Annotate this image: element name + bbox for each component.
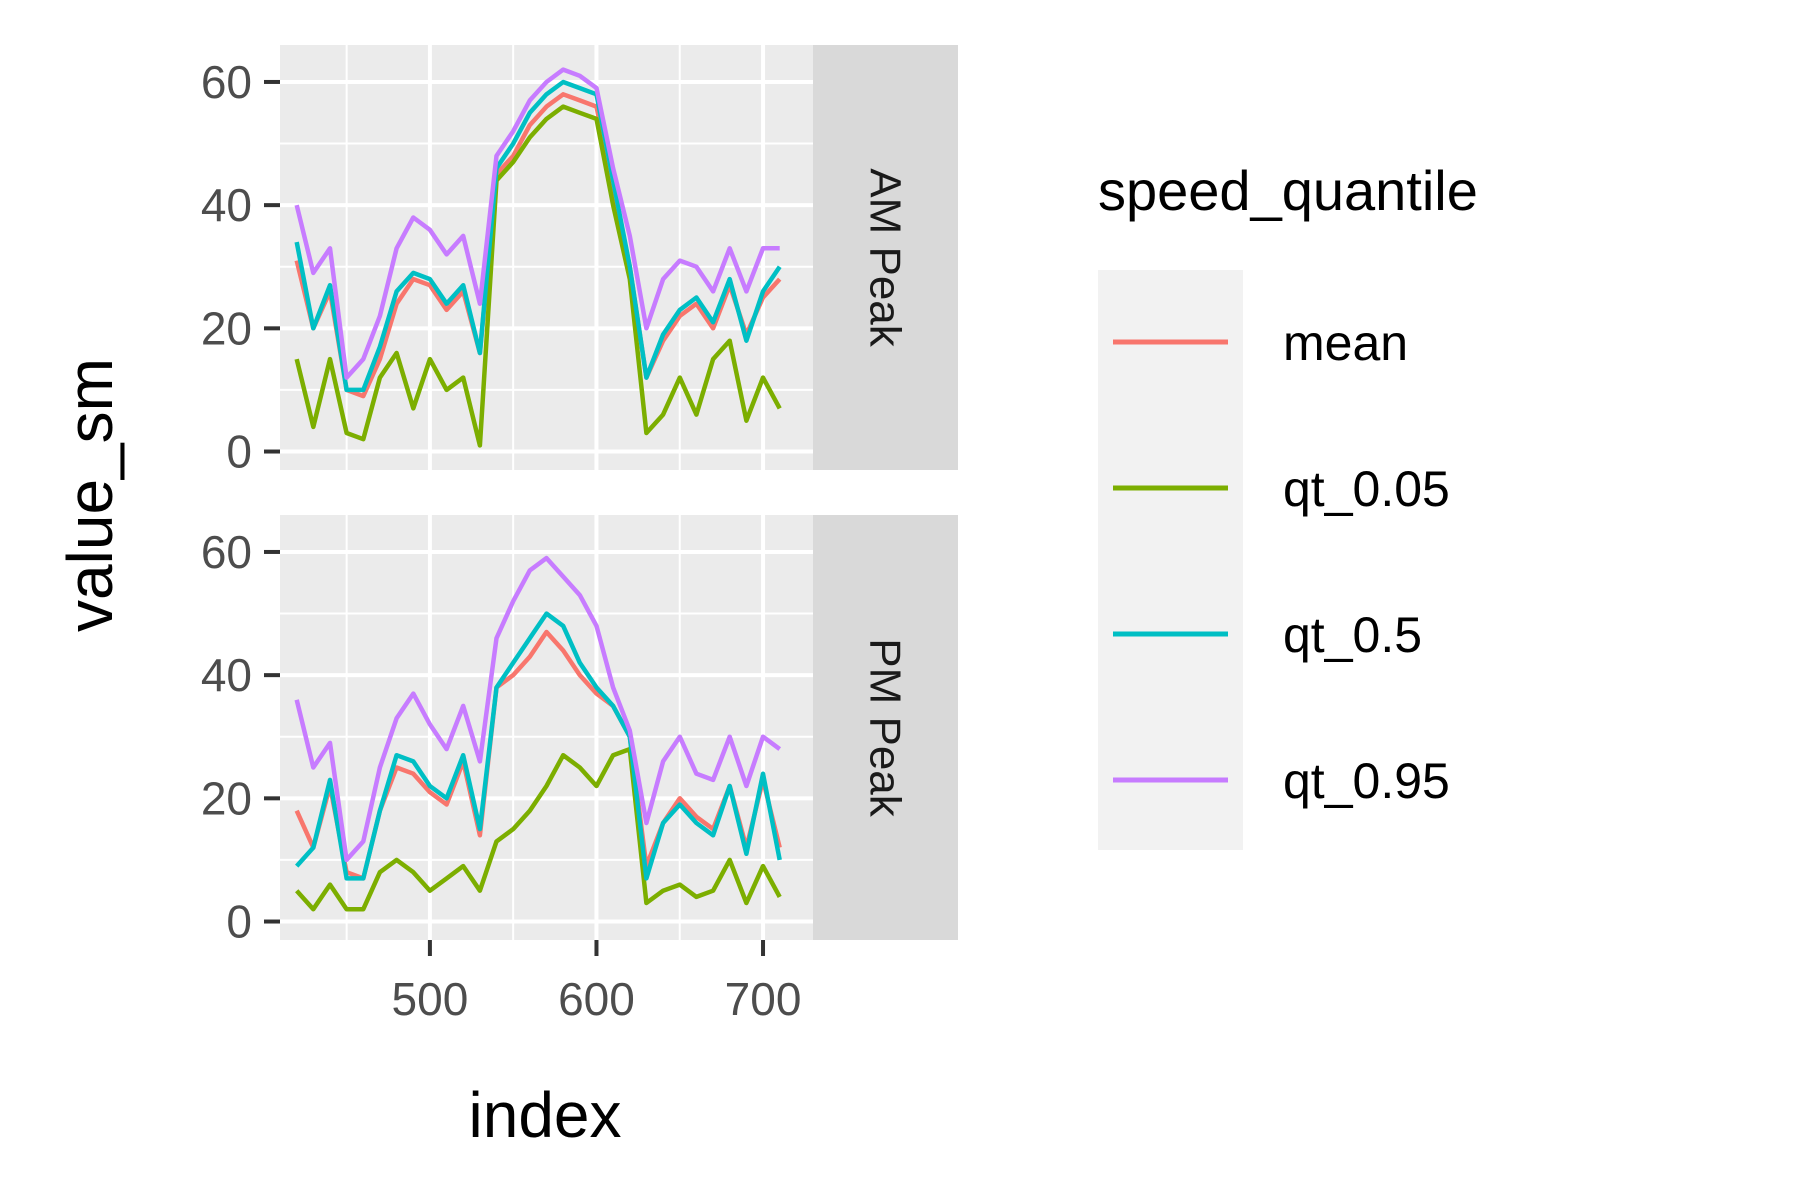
legend: speed_quantile mean qt_0.05 qt_0.5 qt_0.95 (1098, 159, 1478, 850)
y-tick-label: 60 (201, 56, 252, 108)
series-line-qt-0-95 (294, 67, 780, 380)
series-line-qt-0-5 (295, 611, 782, 881)
panel-am-peak: 0 20 40 60 AM Peak (201, 45, 958, 478)
y-tick-label: 20 (201, 772, 252, 824)
facet-strip-label: AM Peak (861, 168, 910, 348)
legend-label-mean: mean (1283, 315, 1408, 371)
legend-label-qt-0-5: qt_0.5 (1283, 607, 1422, 663)
y-tick-label: 60 (201, 526, 252, 578)
facet-strip-label: PM Peak (861, 638, 910, 818)
legend-label-qt-0-05: qt_0.05 (1283, 461, 1450, 517)
series-line-qt-0-05 (294, 104, 782, 448)
y-tick-label: 20 (201, 302, 252, 354)
y-tick-label: 0 (226, 426, 252, 478)
x-tick-label: 600 (558, 973, 635, 1025)
y-axis-title: value_sm (54, 358, 126, 632)
x-axis: 500 600 700 (392, 940, 802, 1025)
panel-pm-peak: 0 20 40 60 PM Peak (201, 515, 958, 948)
y-tick-label: 40 (201, 649, 252, 701)
legend-title: speed_quantile (1098, 159, 1478, 222)
series-line-qt-0-95 (294, 555, 782, 863)
facet-strip (813, 45, 958, 470)
series-line-qt-0-5 (294, 79, 782, 393)
y-tick-label: 40 (201, 179, 252, 231)
panels-layer: 0 20 40 60 AM Peak 0 20 40 60 PM Peak (201, 45, 958, 948)
series-line-mean (294, 92, 782, 399)
legend-key-background (1098, 270, 1243, 850)
x-tick-label: 500 (392, 973, 469, 1025)
facet-strip (813, 515, 958, 940)
y-tick-label: 0 (226, 896, 252, 948)
series-line-qt-0-05 (295, 746, 782, 912)
x-axis-title: index (469, 1079, 622, 1151)
legend-entries: mean qt_0.05 qt_0.5 qt_0.95 (1113, 315, 1450, 809)
x-tick-label: 700 (725, 973, 802, 1025)
legend-label-qt-0-95: qt_0.95 (1283, 753, 1450, 809)
